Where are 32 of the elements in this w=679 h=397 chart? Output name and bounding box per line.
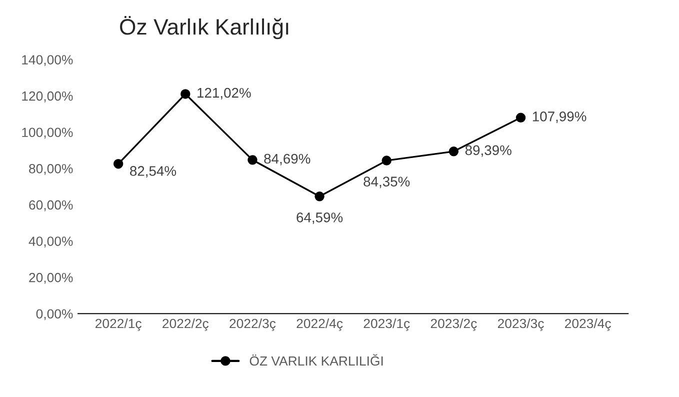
point [180,89,190,99]
point [516,112,526,123]
point [113,158,124,169]
x-tick-label: 2023/3ç [498,318,544,331]
x-tick-label: 2023/2ç [430,318,477,331]
data-label: 89,39% [465,145,512,157]
y-tick-label: 0,00% [36,309,73,320]
y-tick-label: 40,00% [28,236,73,248]
chart-title: Öz Varlık Karlılığı [120,16,288,40]
legend-label: ÖZ VARLIK KARLILIĞI [250,354,383,366]
x-tick-label: 2023/1ç [364,318,410,331]
x-tick-label: 2022/2ç [162,318,209,331]
data-label: 64,59% [296,212,343,224]
x-tick-label: 2023/4ç [565,318,611,331]
point [448,146,459,156]
data-label: 84,69% [264,154,310,166]
y-tick-label: 20,00% [29,272,73,284]
x-tick-label: 2022/4ç [296,318,343,331]
y-tick-label: 80,00% [29,164,73,175]
data-label: 107,99% [532,112,586,124]
point [248,155,258,165]
y-tick-label: 140,00% [22,55,73,66]
data-label: 82,54% [130,166,176,178]
data-label: 121,02% [198,88,251,100]
y-tick-label: 60,00% [29,200,73,212]
y-tick-label: 100,00% [22,128,73,139]
data-label: 84,35% [364,176,410,188]
x-tick-label: 2022/3ç [230,318,276,331]
point [382,156,392,166]
x-tick-label: 2022/1ç [96,318,142,331]
y-tick-label: 120,00% [22,91,73,102]
point [314,192,324,202]
